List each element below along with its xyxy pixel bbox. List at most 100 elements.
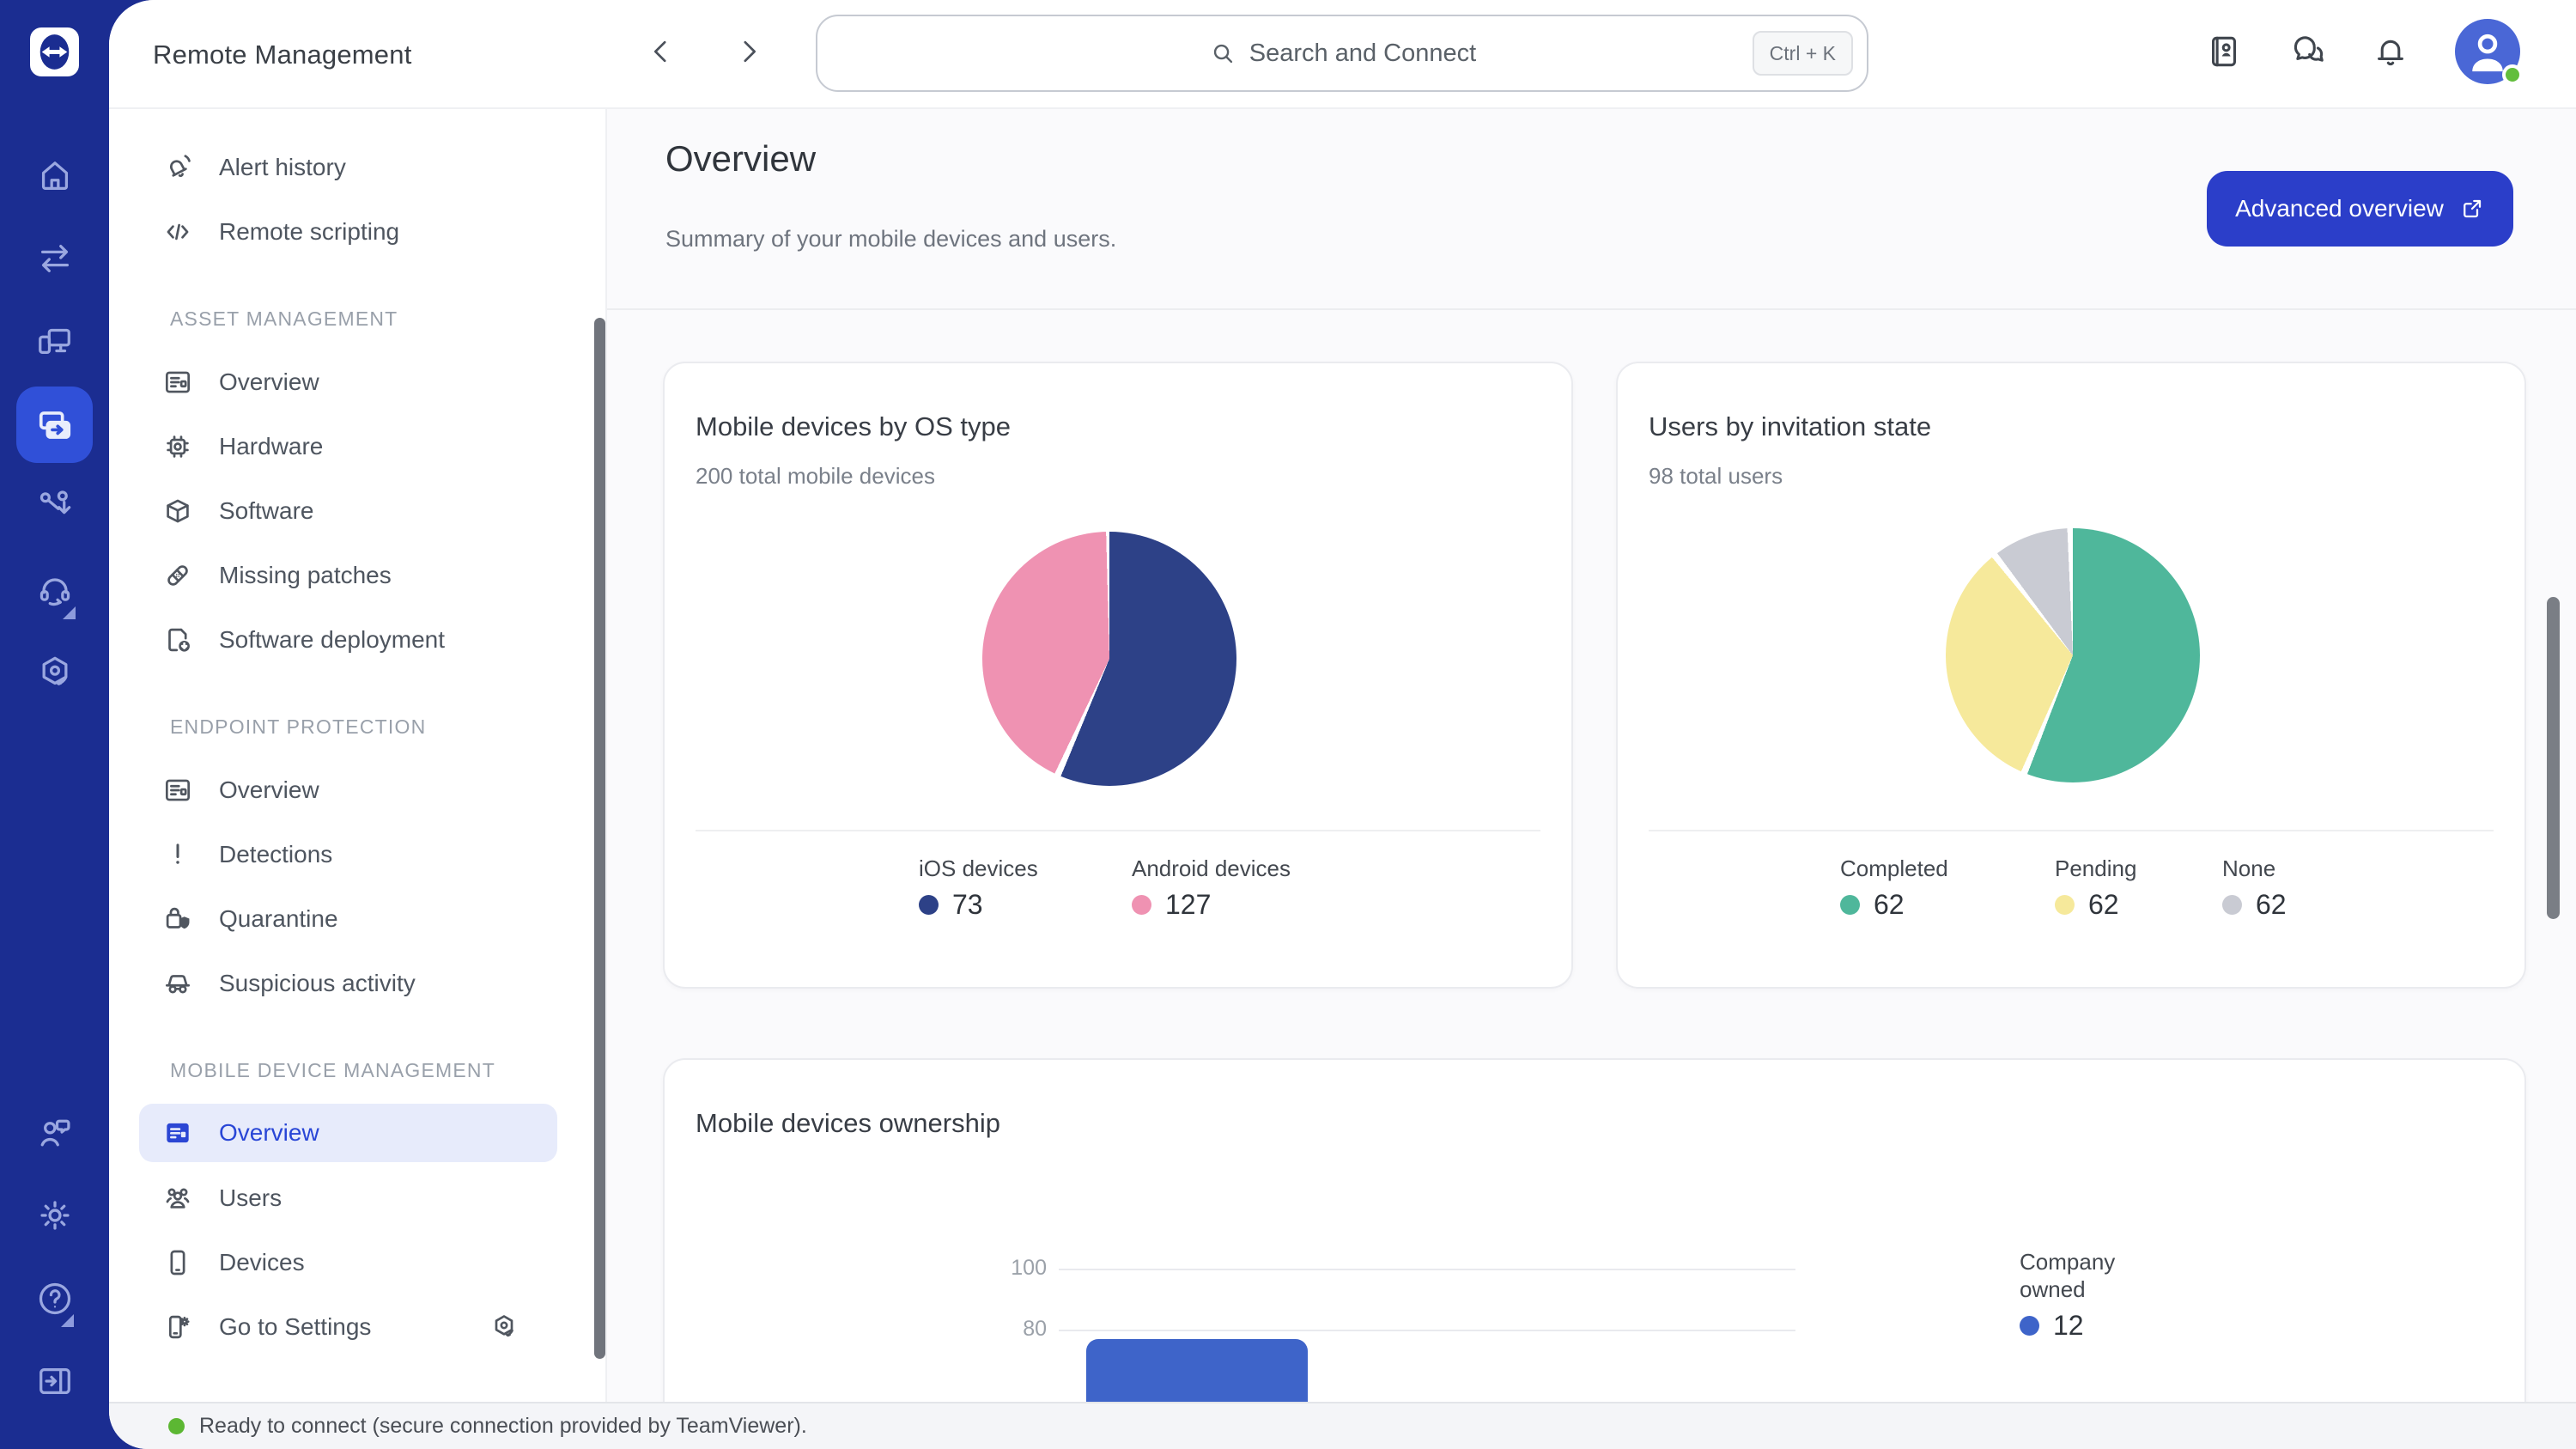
submenu-indicator <box>63 606 76 619</box>
legend-entry-pending: Pending 62 <box>2055 855 2137 920</box>
legend-label: iOS devices <box>919 855 1038 881</box>
rail-item-feedback[interactable] <box>33 1111 76 1154</box>
users-icon <box>161 1181 195 1215</box>
legend-invitation-state: Completed 62 Pending 62 None 62 <box>1618 855 2524 966</box>
legend-label: Pending <box>2055 855 2137 881</box>
legend-dot <box>2020 1315 2039 1336</box>
legend-dot <box>1840 894 1860 915</box>
legend-value: 62 <box>2256 888 2287 920</box>
sidebar-item-go-to-settings[interactable]: Go to Settings <box>139 1298 557 1356</box>
status-text: Ready to connect (secure connection prov… <box>199 1414 807 1438</box>
sidebar-item-missing-patches[interactable]: Missing patches <box>139 546 557 605</box>
search-placeholder: Search and Connect <box>1249 39 1477 67</box>
advanced-overview-button[interactable]: Advanced overview <box>2207 171 2513 247</box>
sidebar-item-hardware[interactable]: Hardware <box>139 417 557 476</box>
sidebar-item-suspicious-activity[interactable]: Suspicious activity <box>139 954 557 1013</box>
rail-item-remote-management-active[interactable] <box>16 387 93 463</box>
package-icon <box>161 494 195 528</box>
window-title: Remote Management <box>153 39 412 70</box>
y-axis-tick: 100 <box>1011 1256 1047 1280</box>
sidebar-item-software[interactable]: Software <box>139 482 557 540</box>
sidebar-item-devices[interactable]: Devices <box>139 1233 557 1292</box>
phone-gear-icon <box>161 1310 195 1344</box>
gridline <box>1059 1269 1795 1270</box>
sidebar-item-detections[interactable]: Detections <box>139 825 557 884</box>
chat-icon <box>2287 32 2327 71</box>
status-bar: Ready to connect (secure connection prov… <box>109 1402 2576 1449</box>
sidebar-scrollbar[interactable] <box>594 318 605 1359</box>
contacts-book-icon <box>2204 32 2244 71</box>
rail-item-home[interactable] <box>33 154 76 196</box>
smartphone-icon <box>161 1245 195 1280</box>
section-header-endpoint-protection: ENDPOINT PROTECTION <box>170 715 427 738</box>
sidebar-item-alert-history[interactable]: Alert history <box>139 138 557 197</box>
rail-item-collapse-panel[interactable] <box>33 1360 76 1402</box>
rail-item-augmented-reality[interactable] <box>33 651 76 693</box>
page-title: Overview <box>665 138 817 179</box>
external-settings-icon <box>487 1310 521 1344</box>
overview-icon <box>161 365 195 399</box>
search-icon <box>1208 39 1237 68</box>
user-icon <box>2472 33 2503 72</box>
card-mobile-devices-by-os: Mobile devices by OS type 200 total mobi… <box>663 362 1573 989</box>
nav-forward-button[interactable] <box>728 31 769 72</box>
card-subtitle: 98 total users <box>1649 463 1783 489</box>
nav-back-button[interactable] <box>641 31 682 72</box>
rail-item-help[interactable] <box>33 1277 76 1319</box>
account-avatar[interactable] <box>2455 19 2523 85</box>
sidebar-item-users[interactable]: Users <box>139 1169 557 1227</box>
main-content: Overview Summary of your mobile devices … <box>607 109 2576 1402</box>
rail-item-service-queue[interactable] <box>33 569 76 612</box>
chat-button[interactable] <box>2287 32 2327 71</box>
legend-label: Completed <box>1840 855 1948 881</box>
rail-item-connections[interactable] <box>33 237 76 279</box>
deploy-icon <box>161 623 195 657</box>
sidebar-item-remote-scripting[interactable]: Remote scripting <box>139 203 557 261</box>
search-and-connect-input[interactable]: Search and Connect Ctrl + K <box>816 15 1868 92</box>
rail-item-session-flow[interactable] <box>33 485 76 527</box>
card-divider <box>1649 830 2494 831</box>
card-users-by-invitation-state: Users by invitation state 98 total users… <box>1616 362 2526 989</box>
card-subtitle: 200 total mobile devices <box>696 463 935 489</box>
sidebar-item-software-deployment[interactable]: Software deployment <box>139 611 557 669</box>
module-sidebar: Alert history Remote scripting ASSET MAN… <box>109 109 607 1402</box>
legend-dot <box>2055 894 2075 915</box>
legend-entry-ios-devices: iOS devices 73 <box>919 855 1038 920</box>
notifications-button[interactable] <box>2371 32 2410 71</box>
external-link-icon <box>2459 196 2485 222</box>
exclamation-icon <box>161 837 195 872</box>
pie-chart-os-type[interactable] <box>982 532 1236 786</box>
sidebar-item-mdm-overview-selected[interactable]: Overview <box>139 1104 557 1162</box>
chevron-left-icon <box>644 34 678 69</box>
sidebar-item-ep-overview[interactable]: Overview <box>139 761 557 819</box>
section-header-mobile-device-management: MOBILE DEVICE MANAGEMENT <box>170 1059 495 1081</box>
content-scrollbar[interactable] <box>2547 597 2560 919</box>
pie-chart-invitation-state[interactable] <box>1946 528 2200 782</box>
submenu-indicator <box>61 1314 74 1327</box>
card-mobile-devices-ownership: Mobile devices ownership 100 80 Company o… <box>663 1058 2526 1402</box>
overview-icon <box>161 773 195 807</box>
lock-shield-icon <box>161 902 195 936</box>
rail-item-settings[interactable] <box>33 1194 76 1236</box>
y-axis-tick: 80 <box>1023 1317 1047 1341</box>
product-rail <box>0 0 109 1449</box>
gridline <box>1059 1330 1795 1331</box>
rail-item-devices[interactable] <box>33 320 76 362</box>
alert-history-icon <box>161 150 195 185</box>
card-title: Mobile devices ownership <box>696 1108 1000 1138</box>
contacts-button[interactable] <box>2204 32 2244 71</box>
legend-label: Company owned <box>2020 1249 2116 1302</box>
app-surface: Remote Management Search and Connect Ctr… <box>109 0 2576 1449</box>
chevron-right-icon <box>732 34 766 69</box>
legend-os-type: iOS devices 73 Android devices 127 <box>665 855 1571 966</box>
teamviewer-logo[interactable] <box>30 27 79 76</box>
legend-value: 62 <box>1874 888 1905 920</box>
header-divider <box>607 308 2576 310</box>
online-status-dot <box>2502 64 2523 85</box>
bar-company-owned[interactable] <box>1086 1338 1308 1402</box>
legend-value: 73 <box>952 888 983 920</box>
sidebar-item-am-overview[interactable]: Overview <box>139 353 557 411</box>
sidebar-item-quarantine[interactable]: Quarantine <box>139 890 557 948</box>
legend-value: 62 <box>2088 888 2119 920</box>
page-subtitle: Summary of your mobile devices and users… <box>665 226 1117 252</box>
